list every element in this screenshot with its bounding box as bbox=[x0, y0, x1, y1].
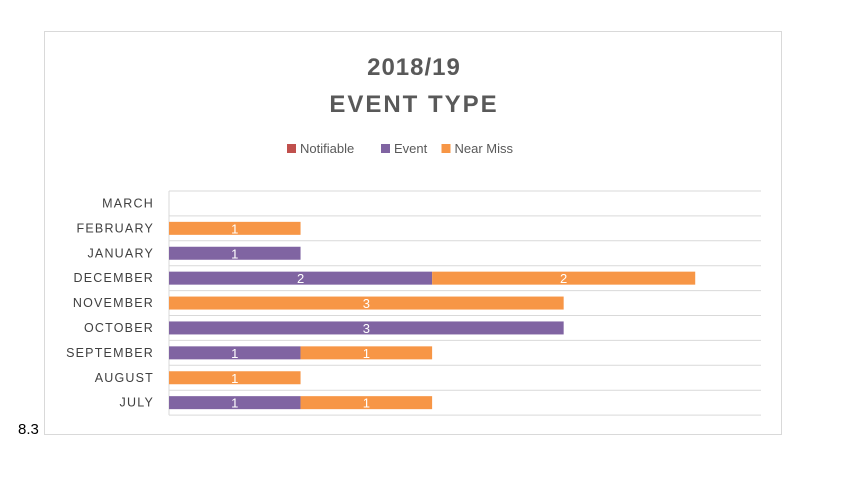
chart-title: EVENT TYPE bbox=[329, 91, 498, 118]
category-label-october: OCTOBER bbox=[84, 321, 154, 335]
legend: Notifiable Event Near Miss bbox=[287, 141, 514, 156]
chart-title-year: 2018/19 bbox=[367, 54, 461, 81]
bar-near-miss-september bbox=[300, 346, 433, 360]
category-label-march: MARCH bbox=[102, 196, 154, 210]
chart-svg: 2018/19 EVENT TYPE Notifiable Event Near M… bbox=[66, 54, 761, 416]
bar-near-miss-july bbox=[300, 396, 433, 410]
bar-event-september bbox=[169, 346, 301, 360]
data-label: 2 bbox=[560, 271, 567, 286]
data-label: 1 bbox=[231, 371, 238, 386]
data-label: 1 bbox=[363, 396, 370, 411]
bar-near-miss-february bbox=[169, 221, 301, 235]
bar-near-miss-august bbox=[169, 371, 301, 385]
data-label: 1 bbox=[231, 246, 238, 261]
section-number: 8.3 bbox=[18, 421, 39, 438]
category-label-january: JANUARY bbox=[87, 246, 154, 260]
legend-swatch-near-miss bbox=[441, 144, 451, 153]
data-label: 1 bbox=[363, 346, 370, 361]
category-label-august: AUGUST bbox=[95, 371, 154, 385]
legend-label-notifiable: Notifiable bbox=[300, 141, 354, 156]
bar-near-miss-november bbox=[169, 296, 564, 310]
category-label-december: DECEMBER bbox=[74, 271, 154, 285]
bar-event-january bbox=[169, 246, 301, 260]
bar-event-december bbox=[169, 271, 433, 285]
category-label-november: NOVEMBER bbox=[73, 296, 154, 310]
bar-near-miss-december bbox=[432, 271, 696, 285]
data-label: 1 bbox=[231, 346, 238, 361]
chart-frame: 2018/19 EVENT TYPE Notifiable Event Near M… bbox=[44, 31, 782, 435]
category-label-july: JULY bbox=[120, 396, 154, 410]
data-label: 1 bbox=[231, 396, 238, 411]
bars: 1 1 1 1 1 3 3 2 2 1 1 bbox=[169, 221, 696, 411]
bar-event-july bbox=[169, 396, 301, 410]
data-label: 1 bbox=[231, 221, 238, 236]
data-label: 3 bbox=[363, 296, 370, 311]
legend-swatch-event bbox=[381, 144, 390, 153]
category-label-february: FEBRUARY bbox=[77, 221, 154, 235]
category-label-september: SEPTEMBER bbox=[66, 346, 154, 360]
bar-event-october bbox=[169, 321, 564, 335]
category-labels: JULY AUGUST SEPTEMBER OCTOBER NOVEMBER DECEMB… bbox=[66, 196, 154, 410]
legend-swatch-notifiable bbox=[287, 144, 296, 153]
data-label: 2 bbox=[297, 271, 304, 286]
legend-label-near-miss: Near Miss bbox=[455, 141, 514, 156]
legend-label-event: Event bbox=[394, 141, 428, 156]
data-label: 3 bbox=[363, 321, 370, 336]
